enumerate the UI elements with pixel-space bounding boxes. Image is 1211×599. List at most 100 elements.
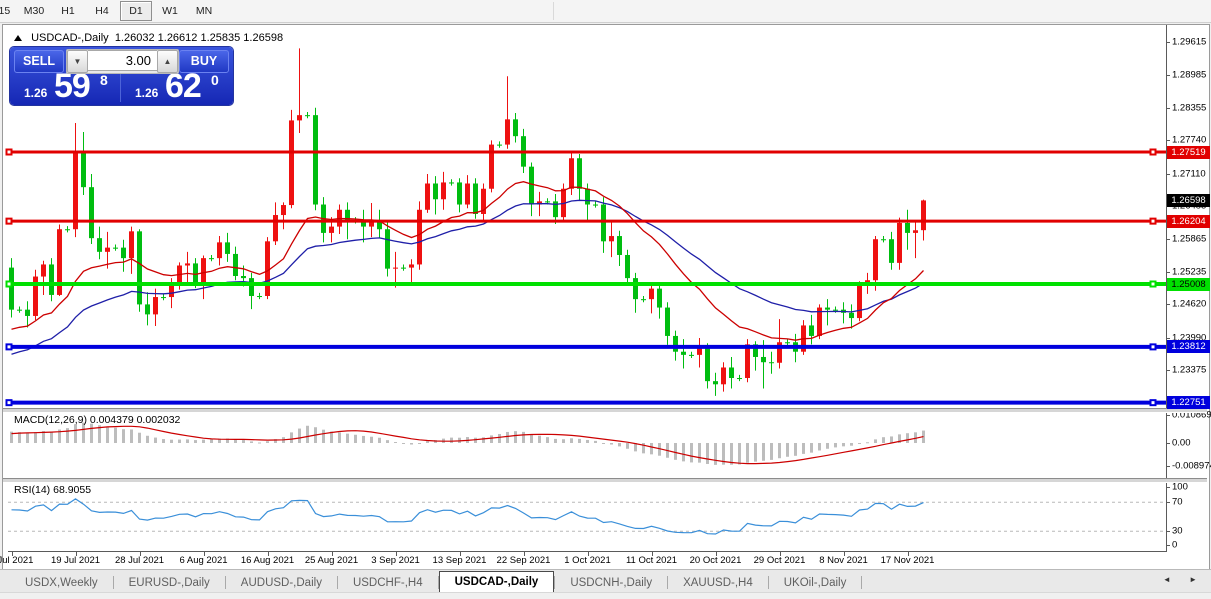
timeframe-buttons: M15 M30 H1 H4 D1 W1 MN — [0, 1, 221, 21]
symbol-tabs: USDX,Weekly EURUSD-,Daily AUDUSD-,Daily USD… — [10, 571, 863, 593]
tab-usdxweekly[interactable]: USDX,Weekly — [25, 577, 98, 589]
chart-title: USDCAD-,Daily 1.26032 1.26612 1.25835 1.… — [14, 32, 283, 44]
date-label: 13 Sep 2021 — [432, 555, 487, 566]
rsi-value: 68.9055 — [53, 484, 92, 496]
date-label: 9 Jul 2021 — [0, 555, 34, 566]
symbol-tab-bar: USDX,Weekly EURUSD-,Daily AUDUSD-,Daily USD… — [0, 569, 1211, 593]
macd-tick-mark — [1166, 443, 1170, 444]
date-label: 17 Nov 2021 — [880, 555, 935, 566]
tab-scroll-left-icon[interactable]: ◄ — [1162, 575, 1179, 584]
tab-eurusddaily[interactable]: EURUSD-,Daily — [128, 577, 210, 589]
macd-tick-mark — [1166, 466, 1170, 468]
price-tick-label: 1.23375 — [1172, 364, 1207, 376]
date-tick-mark — [11, 551, 13, 556]
tab-separator — [224, 576, 226, 589]
level-price-tag: 1.23812 — [1167, 340, 1210, 354]
tab-usdcaddaily[interactable]: USDCAD-,Daily — [438, 571, 555, 593]
macd-tick-label: -0.008974 — [1172, 460, 1211, 472]
one-click-trading-widget: SELL ▼ ▲ BUY 1.26 59 8 1.26 62 0 — [10, 47, 233, 105]
price-axis-border — [1166, 25, 1167, 552]
date-tick-mark — [75, 551, 77, 556]
tab-xauusdh4[interactable]: XAUUSD-,H4 — [683, 577, 753, 589]
volume-stepper: ▼ ▲ — [66, 49, 179, 74]
timeframe-button-w1[interactable]: W1 — [162, 5, 178, 17]
price-tick-mark — [1166, 173, 1170, 175]
timeframe-button-h4[interactable]: H4 — [95, 5, 109, 17]
sell-price-base: 1.26 — [24, 86, 48, 100]
macd-tick-label: 0.010869 — [1172, 409, 1211, 421]
price-tick-label: 1.28985 — [1172, 69, 1207, 81]
timeframe-button-h1[interactable]: H1 — [61, 5, 75, 17]
pane-separator-rsi[interactable] — [3, 478, 1207, 483]
buy-price-panel[interactable]: 1.26 62 0 — [123, 67, 231, 105]
tab-usdcnhdaily[interactable]: USDCNH-,Daily — [570, 577, 653, 589]
date-tick-mark — [907, 551, 909, 556]
ohlc-open: 1.26032 — [114, 32, 155, 44]
price-tick-label: 1.25865 — [1172, 233, 1207, 245]
date-label: 3 Sep 2021 — [371, 555, 420, 566]
date-tick-mark — [651, 551, 653, 556]
date-label: 28 Jul 2021 — [114, 555, 165, 566]
price-tick-mark — [1166, 140, 1170, 142]
timeframe-button-mn[interactable]: MN — [195, 5, 213, 17]
date-tick-mark — [587, 551, 589, 556]
price-tick-mark — [1166, 337, 1170, 339]
volume-decrease-button[interactable]: ▼ — [67, 50, 88, 73]
timeframe-button-m30[interactable]: M30 — [23, 5, 45, 17]
sell-price-pip: 8 — [100, 72, 108, 88]
macd-value-signal: 0.002032 — [136, 414, 181, 426]
rsi-tick-mark — [1166, 531, 1170, 533]
price-tick-mark — [1166, 272, 1170, 274]
sell-price-panel[interactable]: 1.26 59 8 — [12, 67, 121, 105]
date-tick-mark — [331, 551, 333, 556]
date-label: 29 Oct 2021 — [753, 555, 806, 566]
tab-audusddaily[interactable]: AUDUSD-,Daily — [240, 577, 322, 589]
rsi-tick-label: 0 — [1172, 539, 1178, 551]
level-price-tag: 1.26204 — [1167, 214, 1210, 228]
rsi-tick-label: 70 — [1172, 496, 1183, 508]
date-tick-mark — [395, 551, 397, 556]
tab-scroll-right-icon[interactable]: ► — [1189, 575, 1205, 584]
date-tick-mark — [779, 551, 781, 556]
sell-button[interactable]: SELL — [14, 50, 64, 73]
rsi-tick-label: 30 — [1172, 525, 1183, 537]
tab-usdchfh4[interactable]: USDCHF-,H4 — [352, 577, 423, 589]
ohlc-high: 1.26612 — [157, 32, 198, 44]
tab-separator — [112, 576, 114, 589]
price-tick-mark — [1166, 369, 1170, 371]
pane-separator-macd[interactable] — [3, 408, 1207, 413]
volume-increase-button[interactable]: ▲ — [157, 50, 178, 73]
toolbar-separator — [553, 2, 554, 20]
price-tick-label: 1.27740 — [1172, 134, 1207, 146]
rsi-label: RSI(14) 68.9055 — [14, 484, 91, 496]
price-tick-label: 1.25235 — [1172, 266, 1207, 278]
ohlc-close: 1.26598 — [243, 32, 284, 44]
macd-tick-label: 0.00 — [1172, 437, 1191, 449]
date-label: 25 Aug 2021 — [304, 555, 359, 566]
status-strip — [0, 592, 1211, 599]
macd-label: MACD(12,26,9) 0.004379 0.002032 — [14, 414, 180, 426]
expand-triangle-icon[interactable] — [14, 35, 22, 41]
date-tick-mark — [459, 551, 461, 556]
date-label: 19 Jul 2021 — [50, 555, 101, 566]
buy-price-pip: 0 — [211, 72, 219, 88]
buy-button[interactable]: BUY — [179, 50, 229, 73]
price-tick-mark — [1166, 108, 1170, 110]
date-tick-mark — [139, 551, 141, 556]
rsi-tick-mark — [1166, 487, 1170, 488]
price-tick-mark — [1166, 74, 1170, 76]
rsi-tick-label: 100 — [1172, 481, 1188, 493]
level-price-tag: 1.25008 — [1167, 277, 1210, 291]
timeframe-button-d1[interactable]: D1 — [120, 1, 152, 21]
timeframe-toolbar: M15 M30 H1 H4 D1 W1 MN — [0, 0, 1211, 23]
tab-separator — [767, 576, 769, 589]
volume-input[interactable] — [88, 50, 157, 71]
price-tick-label: 1.29615 — [1172, 36, 1207, 48]
tab-ukoildaily[interactable]: UKOil-,Daily — [783, 577, 847, 589]
date-label: 20 Oct 2021 — [689, 555, 742, 566]
current-price-tag: 1.26598 — [1167, 193, 1210, 207]
date-tick-mark — [523, 551, 525, 556]
tab-separator — [554, 576, 556, 589]
timeframe-button-m15[interactable]: M15 — [0, 5, 11, 17]
price-tick-label: 1.23990 — [1172, 332, 1207, 344]
